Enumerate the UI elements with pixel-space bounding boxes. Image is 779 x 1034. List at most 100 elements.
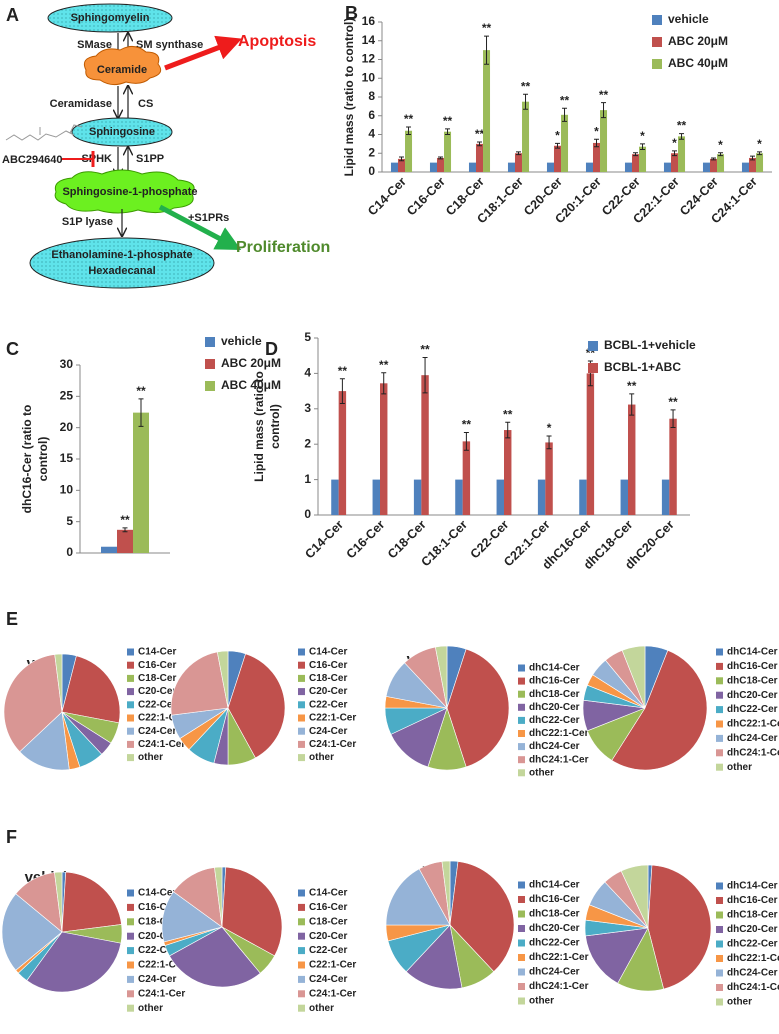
legend-swatch [127, 903, 134, 911]
legend-swatch [298, 947, 305, 955]
y-tick-label: 25 [60, 389, 74, 403]
error-bar [381, 372, 387, 395]
bar [702, 162, 710, 172]
legend-swatch [518, 954, 525, 961]
bar [429, 162, 437, 172]
pie-slice [435, 645, 448, 709]
y-tick-label: 2 [368, 145, 375, 159]
bar [462, 441, 471, 515]
pie-slice [61, 871, 122, 933]
error-bar [138, 398, 144, 427]
panel-label: F [6, 827, 17, 847]
bar [585, 162, 593, 172]
legend-swatch [716, 940, 723, 948]
bar [455, 479, 463, 515]
legend-swatch [298, 918, 305, 926]
legend-label: dhC20-Cer [727, 690, 778, 701]
error-bar [670, 409, 676, 429]
legend-label: C14-Cer [309, 888, 347, 899]
bar [669, 418, 677, 515]
legend-swatch [298, 1004, 305, 1012]
error-bar [640, 143, 646, 150]
legend-label: other [727, 997, 752, 1008]
pie-slice [620, 864, 649, 929]
y-tick-label: 2 [304, 436, 311, 450]
legend-swatch [518, 910, 525, 918]
bar [661, 479, 670, 515]
legend-swatch [127, 688, 134, 696]
arrow [164, 35, 243, 71]
error-bar [445, 128, 451, 135]
molecule-sketch [5, 124, 83, 141]
bar [101, 546, 117, 553]
y-tick-label: 1 [304, 472, 311, 486]
legend-label: dhC14-Cer [529, 880, 580, 891]
legend-swatch [127, 975, 134, 983]
enzyme-label: +S1PRs [188, 212, 229, 224]
legend-swatch [298, 932, 305, 940]
legend-label: ABC 40μM [668, 56, 728, 70]
error-bar [484, 35, 490, 65]
bar [545, 442, 553, 515]
legend-swatch [298, 903, 305, 911]
node-label: Sphingomyelin [71, 12, 150, 24]
bar [117, 529, 133, 553]
legend-label: C18-Cer [309, 916, 347, 927]
error-bar [629, 393, 635, 416]
legend-swatch [127, 990, 134, 998]
pie-slice [647, 864, 712, 990]
legend-swatch [518, 997, 525, 1005]
significance-label: * [594, 124, 599, 138]
legend-swatch [205, 337, 215, 347]
y-tick-label: 0 [368, 164, 375, 178]
error-bar [718, 152, 724, 157]
y-tick-label: 0 [304, 507, 311, 521]
enzyme-label: SPHK [81, 153, 112, 165]
legend-swatch [518, 677, 525, 685]
pie-slice [405, 924, 463, 990]
panel-label: E [6, 609, 18, 629]
legend-swatch [298, 727, 305, 735]
legend-swatch [518, 730, 525, 737]
error-bar [438, 156, 443, 160]
legend-label: C16-Cer [138, 902, 176, 913]
legend-label: C14-Cer [138, 888, 176, 899]
error-bar [555, 142, 560, 149]
legend-swatch [127, 714, 134, 722]
significance-label: ** [560, 93, 570, 107]
significance-label: * [640, 129, 645, 143]
legend-swatch [127, 727, 134, 735]
legend-label: ABC 40μM [221, 378, 281, 392]
y-tick-label: 14 [362, 33, 376, 47]
pie-slice [161, 891, 223, 943]
bar [628, 404, 636, 515]
legend-swatch [716, 720, 723, 728]
legend-label: other [727, 762, 752, 773]
error-bar [679, 133, 685, 140]
legend-label: dhC14-Cer [529, 663, 580, 674]
legend-label: vehicle [668, 12, 709, 26]
significance-label: ** [521, 79, 531, 93]
legend-label: dhC22:1-Cer [529, 952, 589, 963]
y-tick-label: 15 [60, 451, 74, 465]
legend-label: C20-Cer [309, 686, 347, 697]
node-label: Ethanolamine-1-phosphate [51, 249, 192, 261]
significance-label: ** [503, 407, 513, 421]
bar [444, 131, 452, 172]
bar [390, 162, 398, 172]
legend-swatch [298, 714, 305, 722]
legend-label: dhC14-Cer [727, 647, 778, 658]
legend-label: C22-Cer [309, 699, 347, 710]
bar [620, 479, 628, 515]
legend-label: dhC24-Cer [529, 741, 580, 752]
significance-label: ** [120, 513, 130, 527]
legend-swatch [652, 37, 662, 47]
y-axis-label: dhC16-Cer (ratio to control) [20, 405, 50, 514]
legend-swatch [127, 661, 134, 669]
bar [507, 162, 515, 172]
significance-label: ** [443, 114, 453, 128]
legend-label: other [529, 996, 554, 1007]
legend-swatch [127, 701, 134, 709]
significance-label: * [672, 136, 677, 150]
legend-label: dhC24:1-Cer [727, 982, 779, 993]
